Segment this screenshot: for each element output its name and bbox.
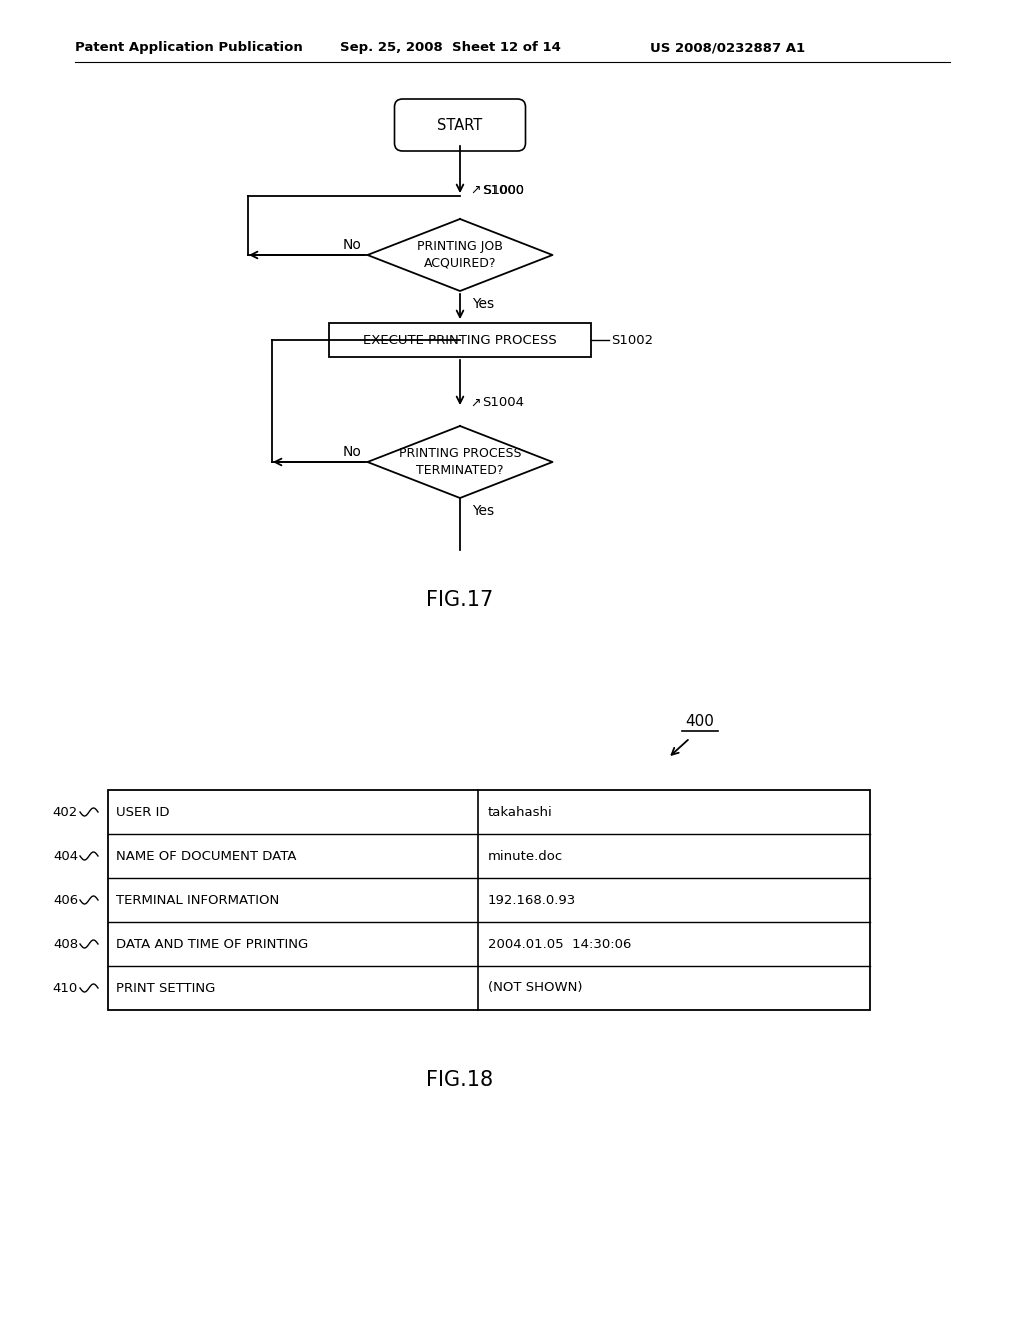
Text: No: No [343, 445, 361, 459]
Bar [108, 789, 870, 1010]
Text: 400: 400 [685, 714, 715, 730]
Text: S1002: S1002 [611, 334, 653, 346]
Text: 404: 404 [53, 850, 78, 862]
Text: 410: 410 [53, 982, 78, 994]
Text: 192.168.0.93: 192.168.0.93 [488, 894, 577, 907]
Text: USER ID: USER ID [116, 805, 170, 818]
Text: 402: 402 [53, 805, 78, 818]
Text: $\nearrow$: $\nearrow$ [468, 396, 481, 409]
Text: 406: 406 [53, 894, 78, 907]
Text: Sep. 25, 2008  Sheet 12 of 14: Sep. 25, 2008 Sheet 12 of 14 [340, 41, 561, 54]
Text: Yes: Yes [472, 504, 495, 517]
Text: US 2008/0232887 A1: US 2008/0232887 A1 [650, 41, 805, 54]
Text: minute.doc: minute.doc [488, 850, 563, 862]
Text: DATA AND TIME OF PRINTING: DATA AND TIME OF PRINTING [116, 937, 308, 950]
Text: 2004.01.05  14:30:06: 2004.01.05 14:30:06 [488, 937, 632, 950]
Text: No: No [343, 238, 361, 252]
Text: (NOT SHOWN): (NOT SHOWN) [488, 982, 583, 994]
Text: FIG.18: FIG.18 [426, 1071, 494, 1090]
Text: Yes: Yes [472, 297, 495, 312]
Text: PRINT SETTING: PRINT SETTING [116, 982, 215, 994]
Text: S1000: S1000 [482, 183, 524, 197]
Text: PRINTING JOB
ACQUIRED?: PRINTING JOB ACQUIRED? [417, 240, 503, 271]
Text: START: START [437, 117, 482, 132]
Text: Patent Application Publication: Patent Application Publication [75, 41, 303, 54]
Text: S1004: S1004 [482, 396, 524, 409]
FancyBboxPatch shape [394, 99, 525, 150]
Text: NAME OF DOCUMENT DATA: NAME OF DOCUMENT DATA [116, 850, 297, 862]
Bar [329, 323, 591, 356]
Text: EXECUTE PRINTING PROCESS: EXECUTE PRINTING PROCESS [364, 334, 557, 346]
Text: TERMINAL INFORMATION: TERMINAL INFORMATION [116, 894, 280, 907]
Text: PRINTING PROCESS
TERMINATED?: PRINTING PROCESS TERMINATED? [398, 447, 521, 477]
Text: $\nearrow$S1000: $\nearrow$S1000 [468, 183, 524, 197]
Text: takahashi: takahashi [488, 805, 553, 818]
Text: 408: 408 [53, 937, 78, 950]
Text: FIG.17: FIG.17 [426, 590, 494, 610]
